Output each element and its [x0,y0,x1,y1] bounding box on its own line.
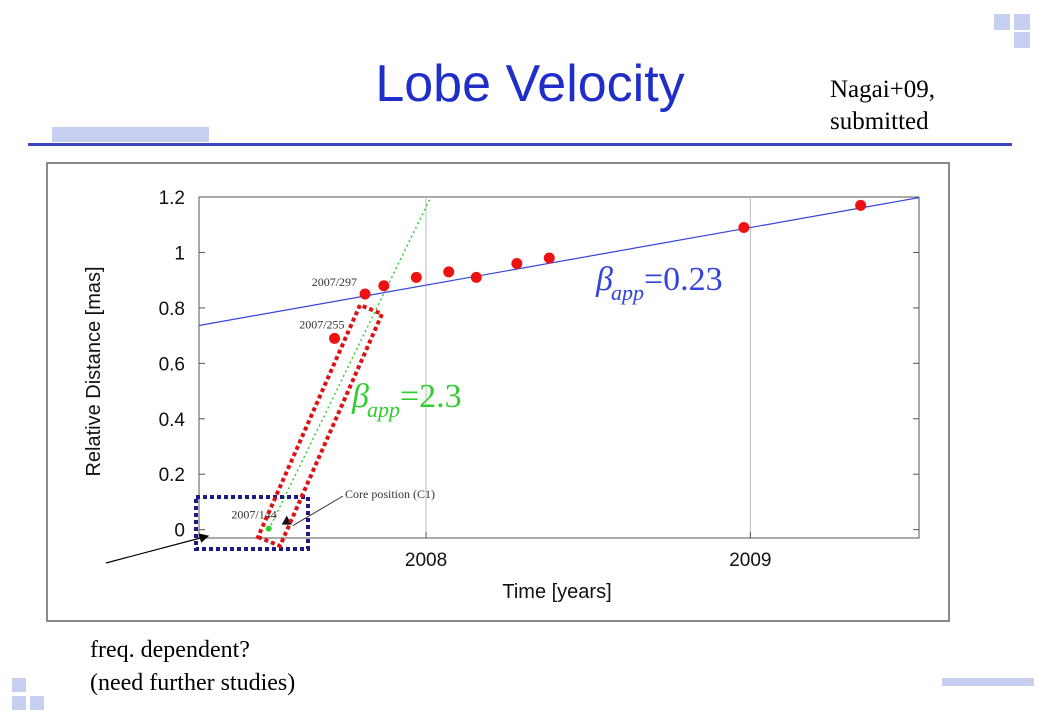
data-point [329,332,341,344]
core-position-label: Core position (C1) [345,487,435,501]
citation-line-2: submitted [830,108,929,135]
note: freq. dependent? (need further studies) [90,634,295,700]
epoch-label: 2007/297 [312,275,357,289]
beta-label-slow: βapp=0.23 [595,261,723,305]
citation-line-1: Nagai+09, [830,76,936,103]
footer-deco-bar [942,678,1034,686]
note-line-2: (need further studies) [90,670,296,696]
y-tick-label: 1.2 [159,188,185,209]
corner-deco-square [1014,14,1030,30]
data-point [378,280,390,292]
data-point [738,221,750,233]
data-point [543,252,555,264]
y-tick-label: 0 [174,521,185,542]
title-rule [28,143,1012,146]
y-tick-label: 0.4 [159,410,186,431]
citation: Nagai+09, submitted [830,74,935,138]
y-tick-label: 0.6 [159,354,185,375]
data-point [511,258,523,270]
corner-deco-square [12,678,26,692]
beta-label-fast: βapp=2.3 [351,378,462,422]
corner-deco-square [1014,32,1030,48]
data-point [443,266,455,278]
fast-component-highlight-box [255,302,385,549]
corner-deco-square [994,14,1010,30]
slide-title: Lobe Velocity [375,55,685,113]
epoch-label: 2007/255 [299,317,344,331]
corner-deco-square [30,696,44,710]
core-point [265,525,272,532]
title-deco-bar [52,127,209,142]
fit-line-slow [199,197,919,327]
core-highlight-box [194,495,310,551]
x-axis-title: Time [years] [502,581,611,603]
x-tick-label: 2009 [729,550,771,571]
y-axis-title: Relative Distance [mas] [83,266,105,476]
data-point [410,271,422,283]
core-position-leader [292,495,344,527]
data-point [359,288,371,300]
x-tick-label: 2008 [405,550,447,571]
y-tick-label: 0.8 [159,299,185,320]
y-tick-label: 0.2 [159,465,185,486]
corner-deco-square [12,696,26,710]
y-tick-label: 1 [174,243,185,264]
fit-lines-group [199,197,919,531]
data-point [470,271,482,283]
note-line-1: freq. dependent? [90,637,250,663]
fit-line-fast [268,197,432,531]
data-point [855,199,867,211]
epoch-label: 2007/144 [231,508,276,522]
plot-frame [198,196,920,539]
pointer-arrow [105,533,210,564]
